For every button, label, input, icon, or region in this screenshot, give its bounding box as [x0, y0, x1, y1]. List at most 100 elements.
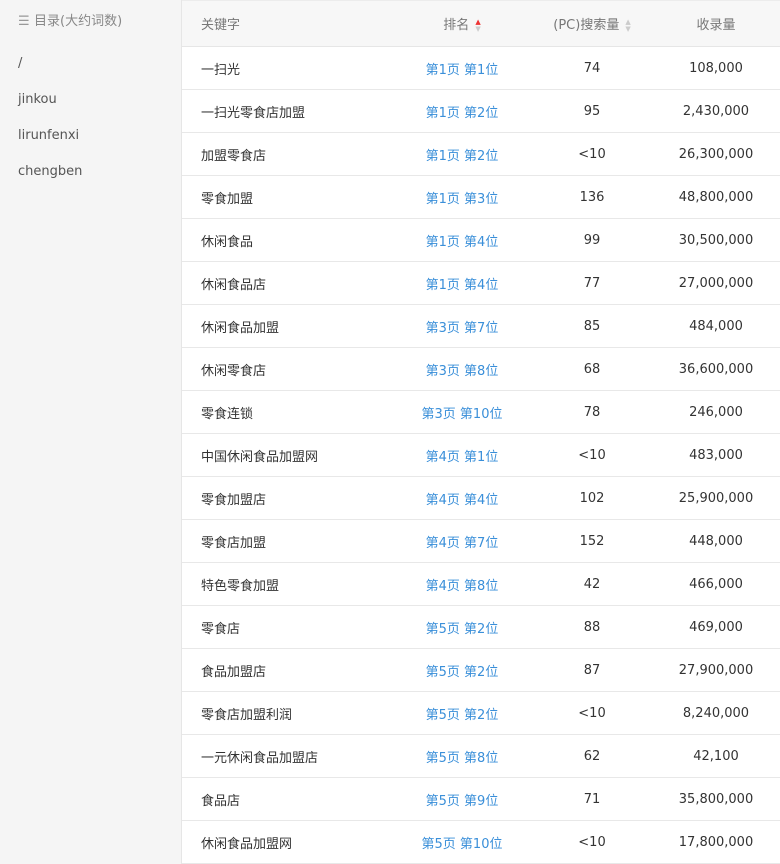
rank-link[interactable]: 第4页 第1位 — [425, 449, 499, 465]
rank-link[interactable]: 第3页 第10位 — [421, 406, 503, 422]
indexed-count-cell: 8,240,000 — [682, 705, 750, 721]
sidebar-item[interactable]: jinkou — [18, 92, 57, 107]
table-row: 加盟零食店 第1页 第2位 <10 26,300,000 — [182, 133, 780, 176]
keyword-cell: 休闲食品 — [201, 234, 254, 250]
list-icon: ☰ — [18, 14, 30, 29]
rank-link[interactable]: 第4页 第4位 — [425, 492, 499, 508]
indexed-count-cell: 25,900,000 — [678, 490, 754, 506]
search-volume-cell: <10 — [578, 146, 606, 162]
indexed-count-cell: 26,300,000 — [678, 146, 754, 162]
table-row: 休闲食品加盟网 第5页 第10位 <10 17,800,000 — [182, 821, 780, 864]
rank-link[interactable]: 第1页 第2位 — [425, 148, 499, 164]
rank-link[interactable]: 第5页 第9位 — [425, 793, 499, 809]
rank-link[interactable]: 第5页 第2位 — [425, 664, 499, 680]
search-volume-cell: 95 — [583, 103, 601, 119]
indexed-count-cell: 483,000 — [689, 447, 743, 463]
table-row: 零食连锁 第3页 第10位 78 246,000 — [182, 391, 780, 434]
sidebar-title: 目录(大约词数) — [34, 14, 123, 29]
keyword-cell: 一扫光 — [201, 62, 241, 78]
indexed-count-cell: 30,500,000 — [678, 232, 754, 248]
indexed-count-cell: 466,000 — [689, 576, 743, 592]
table-row: 一扫光零食店加盟 第1页 第2位 95 2,430,000 — [182, 90, 780, 133]
header-search[interactable]: (PC)搜索量 ▲ ▼ — [532, 14, 652, 33]
table-row: 休闲食品加盟 第3页 第7位 85 484,000 — [182, 305, 780, 348]
indexed-count-cell: 48,800,000 — [678, 189, 754, 205]
keyword-cell: 休闲食品加盟网 — [201, 836, 293, 852]
rank-link[interactable]: 第1页 第4位 — [425, 277, 499, 293]
keyword-cell: 零食店加盟 — [201, 535, 267, 551]
sort-icon[interactable]: ▲ ▼ — [625, 17, 631, 33]
search-volume-cell: 87 — [583, 662, 601, 678]
search-volume-cell: 68 — [583, 361, 601, 377]
table-row: 特色零食加盟 第4页 第8位 42 466,000 — [182, 563, 780, 606]
search-volume-cell: 78 — [583, 404, 601, 420]
keyword-cell: 休闲食品加盟 — [201, 320, 280, 336]
indexed-count-cell: 42,100 — [693, 748, 739, 764]
table-row: 一扫光 第1页 第1位 74 108,000 — [182, 47, 780, 90]
keyword-cell: 加盟零食店 — [201, 148, 267, 164]
rank-link[interactable]: 第1页 第3位 — [425, 191, 499, 207]
search-volume-cell: 88 — [583, 619, 601, 635]
table-row: 一元休闲食品加盟店 第5页 第8位 62 42,100 — [182, 735, 780, 778]
keyword-cell: 休闲食品店 — [201, 277, 267, 293]
sidebar-item[interactable]: chengben — [18, 164, 83, 179]
sort-up-icon: ▲ — [475, 17, 481, 26]
rank-link[interactable]: 第4页 第7位 — [425, 535, 499, 551]
header-keyword: 关键字 — [201, 18, 241, 33]
rank-link[interactable]: 第1页 第2位 — [425, 105, 499, 121]
table-row: 中国休闲食品加盟网 第4页 第1位 <10 483,000 — [182, 434, 780, 477]
rank-link[interactable]: 第1页 第4位 — [425, 234, 499, 250]
search-volume-cell: 74 — [583, 60, 601, 76]
indexed-count-cell: 27,000,000 — [678, 275, 754, 291]
sidebar-item[interactable]: / — [18, 56, 23, 71]
rank-link[interactable]: 第5页 第10位 — [421, 836, 503, 852]
table-row: 零食店 第5页 第2位 88 469,000 — [182, 606, 780, 649]
table-row: 食品店 第5页 第9位 71 35,800,000 — [182, 778, 780, 821]
search-volume-cell: 77 — [583, 275, 601, 291]
table-row: 零食加盟 第1页 第3位 136 48,800,000 — [182, 176, 780, 219]
keyword-cell: 休闲零食店 — [201, 363, 267, 379]
table-row: 零食店加盟 第4页 第7位 152 448,000 — [182, 520, 780, 563]
indexed-count-cell: 448,000 — [689, 533, 743, 549]
keyword-table: 关键字 排名 ▲ ▼ (PC)搜索量 ▲ ▼ 收录量 一扫光 第1页 第1位 74 108,0… — [182, 0, 780, 864]
indexed-count-cell: 108,000 — [689, 60, 743, 76]
search-volume-cell: 152 — [579, 533, 605, 549]
directory-sidebar: ☰ 目录(大约词数) / jinkou lirunfenxi chengben — [0, 0, 182, 864]
rank-link[interactable]: 第3页 第7位 — [425, 320, 499, 336]
search-volume-cell: 42 — [583, 576, 601, 592]
keyword-cell: 一扫光零食店加盟 — [201, 105, 306, 121]
table-row: 零食店加盟利润 第5页 第2位 <10 8,240,000 — [182, 692, 780, 735]
search-volume-cell: 71 — [583, 791, 601, 807]
table-row: 休闲食品店 第1页 第4位 77 27,000,000 — [182, 262, 780, 305]
header-indexed: 收录量 — [696, 18, 736, 33]
keyword-cell: 食品店 — [201, 793, 241, 809]
keyword-cell: 零食店加盟利润 — [201, 707, 293, 723]
table-row: 休闲食品 第1页 第4位 99 30,500,000 — [182, 219, 780, 262]
header-rank[interactable]: 排名 ▲ ▼ — [392, 14, 532, 33]
table-row: 零食加盟店 第4页 第4位 102 25,900,000 — [182, 477, 780, 520]
keyword-cell: 食品加盟店 — [201, 664, 267, 680]
rank-link[interactable]: 第5页 第2位 — [425, 707, 499, 723]
sidebar-item[interactable]: lirunfenxi — [18, 128, 80, 143]
keyword-cell: 零食加盟店 — [201, 492, 267, 508]
header-search-label: (PC)搜索量 — [553, 18, 620, 33]
sidebar-header: ☰ 目录(大约词数) — [0, 0, 181, 46]
sort-icon[interactable]: ▲ ▼ — [475, 17, 481, 33]
rank-link[interactable]: 第4页 第8位 — [425, 578, 499, 594]
sort-up-icon: ▲ — [625, 17, 631, 26]
rank-link[interactable]: 第5页 第2位 — [425, 621, 499, 637]
table-row: 食品加盟店 第5页 第2位 87 27,900,000 — [182, 649, 780, 692]
rank-link[interactable]: 第5页 第8位 — [425, 750, 499, 766]
sort-down-icon: ▼ — [625, 24, 631, 33]
rank-link[interactable]: 第3页 第8位 — [425, 363, 499, 379]
rank-link[interactable]: 第1页 第1位 — [425, 62, 499, 78]
keyword-cell: 中国休闲食品加盟网 — [201, 449, 319, 465]
header-rank-label: 排名 — [443, 18, 470, 33]
search-volume-cell: <10 — [578, 705, 606, 721]
table-header: 关键字 排名 ▲ ▼ (PC)搜索量 ▲ ▼ 收录量 — [182, 0, 780, 47]
indexed-count-cell: 36,600,000 — [678, 361, 754, 377]
search-volume-cell: 85 — [583, 318, 601, 334]
indexed-count-cell: 27,900,000 — [678, 662, 754, 678]
indexed-count-cell: 2,430,000 — [682, 103, 750, 119]
search-volume-cell: <10 — [578, 834, 606, 850]
